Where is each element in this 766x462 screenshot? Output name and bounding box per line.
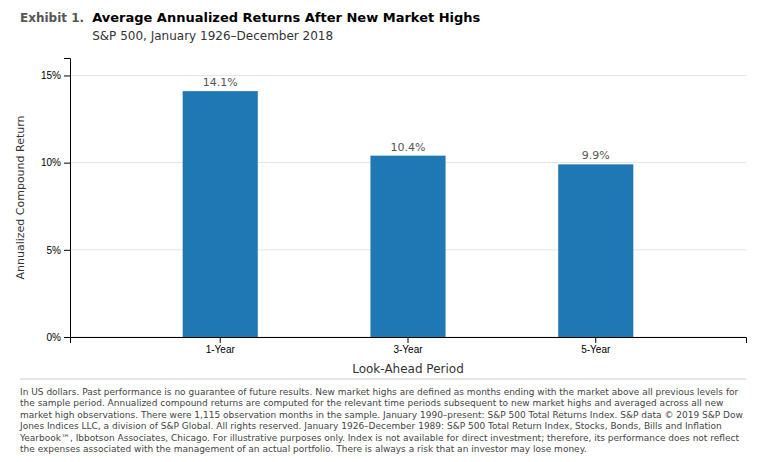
data-label: 10.4%	[391, 141, 426, 154]
data-labels: 14.1% 10.4% 9.9%	[203, 76, 610, 162]
x-tick: 1-Year	[206, 337, 236, 355]
y-tick-mark	[64, 250, 70, 251]
y-axis-line	[64, 59, 71, 338]
footnote-line: Jones Indices LLC, a division of S&P Glo…	[19, 421, 722, 431]
chart: Exhibit 1. Average Annualized Returns Aft…	[0, 0, 766, 462]
data-label: 9.9%	[582, 149, 610, 162]
x-axis-line	[71, 338, 747, 344]
x-tick-mark	[595, 337, 596, 343]
y-tick: 15%	[41, 70, 70, 81]
x-tick-mark	[220, 337, 221, 343]
x-axis: 1-Year 3-Year 5-Year	[71, 337, 747, 355]
y-tick-label: 15%	[41, 70, 61, 81]
x-axis-title: Look-Ahead Period	[352, 362, 464, 376]
x-tick-label: 3-Year	[393, 344, 423, 355]
y-tick-mark	[64, 163, 70, 164]
footnote-line: the sample period. Annualized compound r…	[20, 398, 723, 408]
footnote-line: market high observations. There were 1,1…	[20, 410, 743, 420]
header: Exhibit 1. Average Annualized Returns Aft…	[20, 10, 481, 43]
x-tick: 3-Year	[393, 337, 423, 355]
bar	[183, 91, 258, 337]
bars	[183, 91, 634, 337]
y-tick-label: 0%	[47, 332, 62, 343]
y-tick: 10%	[41, 157, 70, 168]
footnote-line: Yearbook™, Ibbotson Associates, Chicago.…	[19, 433, 739, 443]
x-tick: 5-Year	[581, 337, 611, 355]
y-axis: 0% 5% 10% 15%	[41, 59, 71, 343]
x-tick-mark	[408, 337, 409, 343]
grid-line	[70, 75, 746, 76]
bar	[370, 156, 445, 337]
footnote: In US dollars. Past performance is no gu…	[19, 387, 743, 455]
footnote-line: In US dollars. Past performance is no gu…	[20, 387, 739, 397]
y-axis-title: Annualized Compound Return	[14, 115, 27, 279]
grid	[70, 75, 746, 337]
data-label: 14.1%	[203, 76, 238, 89]
y-tick-label: 5%	[47, 245, 62, 256]
title: Average Annualized Returns After New Mar…	[92, 10, 480, 25]
y-tick: 5%	[47, 245, 70, 256]
separator	[20, 379, 746, 380]
y-tick: 0%	[47, 332, 70, 343]
footnote-line: the expenses associated with the managem…	[20, 444, 587, 454]
x-tick-label: 1-Year	[206, 344, 236, 355]
bar	[558, 164, 633, 337]
subtitle: S&P 500, January 1926–December 2018	[92, 29, 333, 43]
plot: 14.1% 10.4% 9.9% 0% 5% 10% 15% 1-Year 3-Year 5-Ye…	[14, 59, 747, 377]
y-tick-label: 10%	[41, 157, 61, 168]
x-tick-label: 5-Year	[581, 344, 611, 355]
y-tick-mark	[64, 75, 70, 76]
y-tick-mark	[64, 337, 70, 338]
exhibit-label: Exhibit 1.	[20, 11, 84, 25]
